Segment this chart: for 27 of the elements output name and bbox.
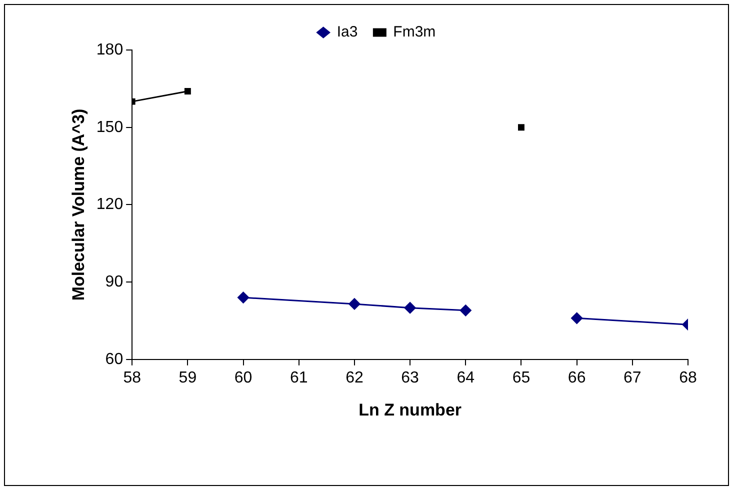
x-tick-label: 66 — [568, 369, 586, 386]
x-tick-label: 58 — [123, 369, 142, 386]
point — [518, 124, 524, 131]
y-tick-label: 60 — [105, 350, 124, 368]
x-tick-label: 61 — [290, 369, 308, 386]
x-tick-label: 62 — [346, 369, 364, 386]
x-tick-label: 63 — [401, 369, 420, 386]
point — [460, 304, 472, 316]
x-tick-label: 67 — [624, 369, 642, 386]
x-tick-label: 59 — [178, 369, 197, 386]
y-tick-label: 90 — [105, 273, 124, 290]
y-axis-title: Molecular Volume (A^3) — [68, 108, 88, 301]
y-tick-label: 120 — [96, 196, 124, 214]
point — [571, 312, 583, 324]
x-tick-label: 68 — [679, 369, 697, 386]
y-tick-label: 150 — [96, 118, 124, 136]
x-tick-label: 64 — [456, 369, 475, 386]
legend-label: Ia3 — [336, 24, 358, 41]
legend-label: Fm3m — [393, 24, 436, 41]
x-tick-label: 60 — [234, 369, 252, 386]
point — [404, 302, 416, 314]
point — [184, 88, 191, 94]
x-tick-label: 65 — [512, 369, 530, 386]
point — [238, 292, 250, 304]
point — [348, 298, 360, 310]
y-tick-label: 180 — [96, 41, 124, 58]
x-axis-title: Ln Z number — [358, 400, 462, 420]
